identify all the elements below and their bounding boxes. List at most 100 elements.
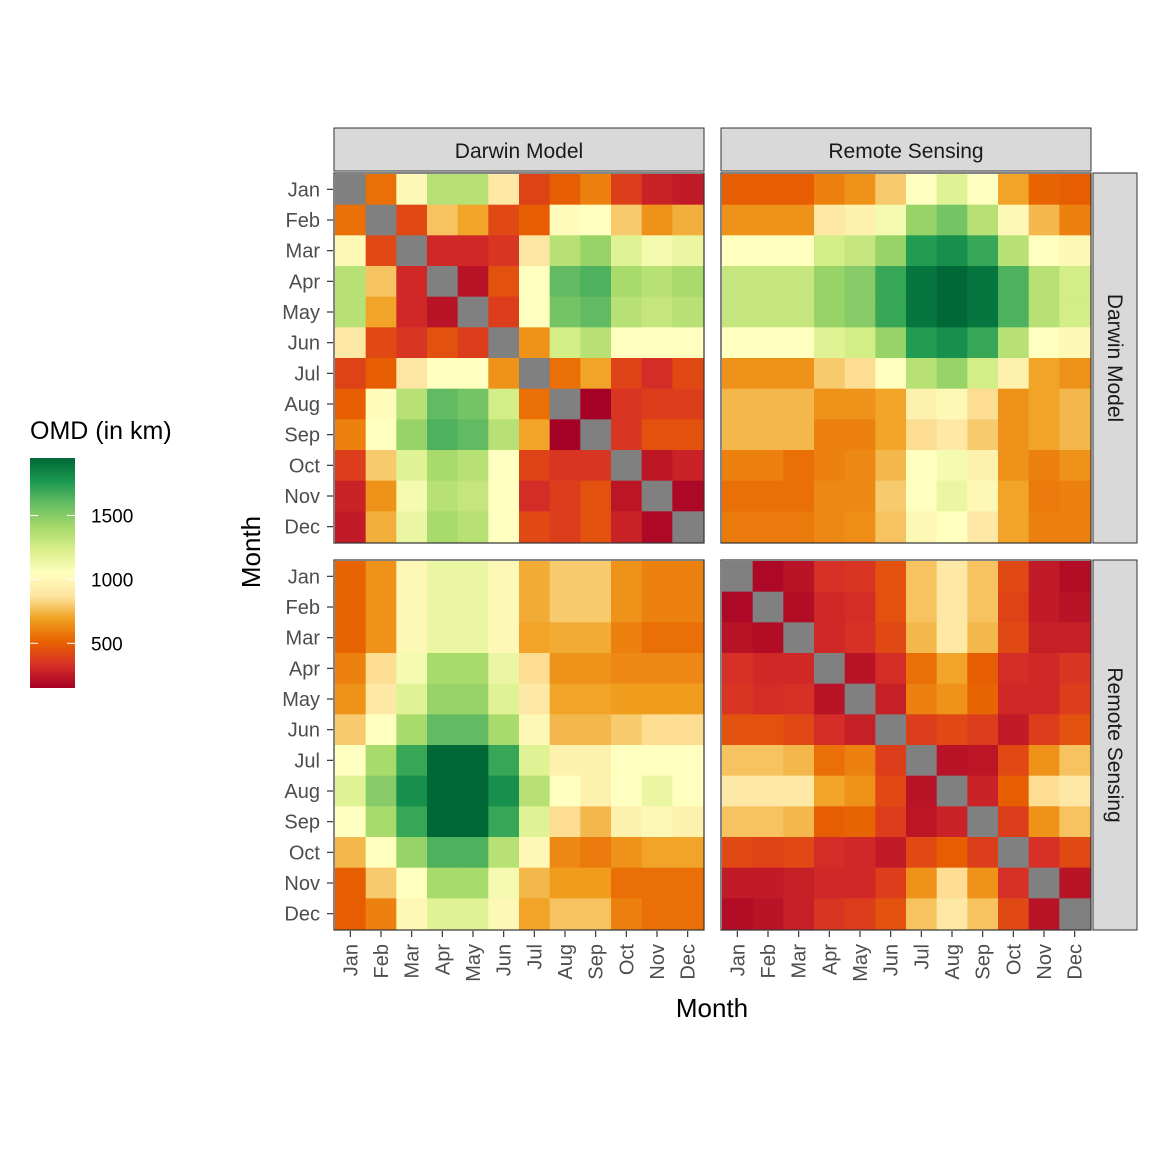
heatmap-cell: [335, 837, 367, 869]
heatmap-cell: [672, 327, 704, 359]
heatmap-cell: [457, 174, 489, 206]
heatmap-cell: [396, 480, 428, 512]
heatmap-cell: [1059, 591, 1091, 623]
heatmap-cell: [365, 480, 397, 512]
heatmap-cell: [967, 683, 999, 715]
heatmap-cell: [580, 806, 612, 838]
heatmap-cell: [549, 775, 581, 807]
heatmap-cell: [814, 591, 846, 623]
heatmap-cell: [967, 266, 999, 298]
heatmap-cell: [844, 837, 876, 869]
heatmap-cell: [998, 561, 1030, 593]
heatmap-cell: [427, 327, 459, 359]
heatmap-cell: [906, 837, 938, 869]
heatmap-cell: [335, 450, 367, 482]
heatmap-cell: [844, 235, 876, 267]
heatmap-cell: [752, 204, 784, 236]
heatmap-cell: [672, 480, 704, 512]
heatmap-cell: [672, 653, 704, 685]
y-tick-label: Jun: [288, 333, 320, 355]
heatmap-cell: [549, 867, 581, 899]
heatmap-cell: [427, 683, 459, 715]
heatmap-cell: [641, 561, 673, 593]
heatmap-cell: [335, 296, 367, 328]
heatmap-cell: [335, 511, 367, 543]
heatmap-cell: [783, 775, 815, 807]
heatmap-cell: [1028, 450, 1060, 482]
heatmap-cell: [875, 714, 907, 746]
heatmap-cell: [672, 775, 704, 807]
heatmap-cell: [1059, 837, 1091, 869]
heatmap-cell: [783, 174, 815, 206]
heatmap-cell: [396, 327, 428, 359]
heatmap-cell: [488, 204, 520, 236]
heatmap-cell: [875, 561, 907, 593]
x-tick-label: Jan: [340, 944, 362, 976]
heatmap-cell: [519, 480, 551, 512]
heatmap-cell: [844, 327, 876, 359]
heatmap-cell: [519, 388, 551, 420]
heatmap-cell: [752, 327, 784, 359]
heatmap-cell: [427, 714, 459, 746]
heatmap-cell: [783, 235, 815, 267]
heatmap-cell: [519, 867, 551, 899]
heatmap-cell: [519, 204, 551, 236]
heatmap-cell: [396, 867, 428, 899]
heatmap-cell: [752, 419, 784, 451]
heatmap-cell: [752, 358, 784, 390]
heatmap-cell: [906, 775, 938, 807]
heatmap-cell: [998, 296, 1030, 328]
x-tick-label: Apr: [819, 944, 841, 975]
heatmap-cell: [611, 683, 643, 715]
x-tick-label: Feb: [371, 944, 393, 978]
y-tick-label: Apr: [289, 658, 320, 680]
heatmap-cell: [335, 327, 367, 359]
heatmap-cell: [1059, 867, 1091, 899]
heatmap-cell: [672, 358, 704, 390]
heatmap-cell: [936, 622, 968, 654]
heatmap-cell: [1059, 561, 1091, 593]
heatmap-cell: [998, 683, 1030, 715]
heatmap-cell: [752, 622, 784, 654]
heatmap-cell: [365, 388, 397, 420]
heatmap-cell: [844, 683, 876, 715]
heatmap-cell: [844, 511, 876, 543]
heatmap-cell: [722, 450, 754, 482]
panel-1: [720, 172, 1092, 544]
heatmap-cell: [783, 266, 815, 298]
x-tick-label: May: [850, 944, 872, 982]
heatmap-cell: [611, 388, 643, 420]
y-tick-label: Oct: [289, 842, 321, 864]
heatmap-cell: [844, 296, 876, 328]
heatmap-cell: [998, 266, 1030, 298]
heatmap-cell: [783, 867, 815, 899]
heatmap-cell: [814, 745, 846, 777]
heatmap-cell: [906, 204, 938, 236]
heatmap-cell: [722, 204, 754, 236]
heatmap-cell: [814, 450, 846, 482]
heatmap-cell: [365, 775, 397, 807]
heatmap-cell: [365, 296, 397, 328]
heatmap-cell: [875, 591, 907, 623]
heatmap-cell: [580, 837, 612, 869]
heatmap-cell: [906, 683, 938, 715]
heatmap-cell: [1028, 204, 1060, 236]
heatmap-cell: [875, 511, 907, 543]
heatmap-cell: [488, 898, 520, 930]
heatmap-cell: [783, 622, 815, 654]
heatmap-cell: [906, 591, 938, 623]
heatmap-cell: [488, 745, 520, 777]
heatmap-cell: [967, 296, 999, 328]
heatmap-cell: [783, 419, 815, 451]
heatmap-cell: [611, 480, 643, 512]
heatmap-cell: [396, 745, 428, 777]
heatmap-cell: [844, 591, 876, 623]
heatmap-cell: [457, 204, 489, 236]
heatmap-cell: [365, 622, 397, 654]
heatmap-cell: [549, 327, 581, 359]
heatmap-cell: [722, 174, 754, 206]
heatmap-cell: [427, 419, 459, 451]
heatmap-cell: [396, 775, 428, 807]
x-tick-label: Aug: [555, 944, 577, 980]
heatmap-cell: [783, 898, 815, 930]
